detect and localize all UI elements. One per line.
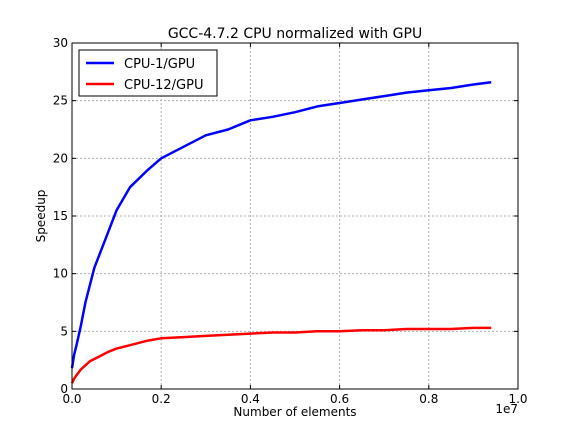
x-tick-label: 1.0 [508, 392, 527, 406]
y-tick-label: 25 [53, 94, 68, 108]
legend: CPU-1/GPU CPU-12/GPU [78, 49, 218, 97]
y-tick-label: 30 [53, 36, 68, 50]
legend-label-1: CPU-1/GPU [124, 57, 195, 72]
y-tick-label: 10 [53, 267, 68, 281]
series-line-2 [70, 326, 492, 384]
x-tick-label: 0.4 [241, 392, 260, 406]
axis-ticks: 0.0 0.2 0.4 0.6 0.8 1.0 0 5 10 15 20 25 30 [53, 36, 528, 406]
legend-box [78, 49, 218, 97]
y-tick-label: 0 [60, 382, 68, 396]
x-tick-label: 0.0 [62, 392, 81, 406]
x-tick-label: 0.6 [330, 392, 349, 406]
series-line-1 [70, 80, 492, 369]
y-tick-label: 15 [53, 209, 68, 223]
chart-title: GCC-4.7.2 CPU normalized with GPU [168, 26, 422, 42]
x-axis-offset-label: 1e7 [495, 402, 518, 416]
x-tick-label: 0.2 [152, 392, 171, 406]
y-axis-label: Speedup [34, 190, 48, 243]
y-tick-label: 20 [53, 151, 68, 165]
legend-label-2: CPU-12/GPU [124, 78, 203, 93]
x-axis-label: Number of elements [233, 405, 356, 419]
x-tick-label: 0.8 [419, 392, 438, 406]
y-tick-label: 5 [60, 324, 68, 338]
series-lines [70, 80, 492, 384]
